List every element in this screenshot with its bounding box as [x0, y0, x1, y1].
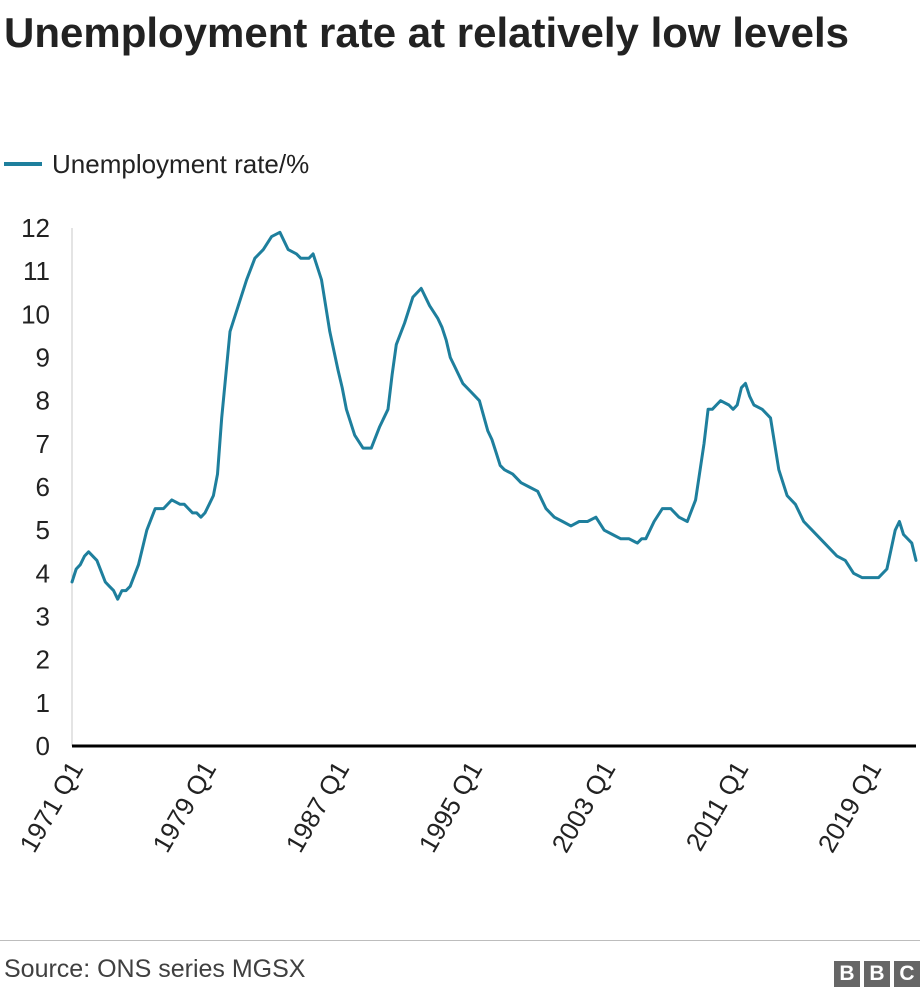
logo-letter-b1: B [834, 961, 860, 987]
y-tick-label: 12 [21, 213, 50, 243]
y-tick-label: 2 [36, 645, 50, 675]
y-tick-label: 7 [36, 429, 50, 459]
legend-label: Unemployment rate/% [52, 148, 310, 179]
x-tick-label: 1971 Q1 [13, 756, 89, 857]
legend-swatch [4, 162, 42, 166]
y-tick-label: 4 [36, 558, 50, 588]
y-tick-label: 8 [36, 386, 50, 416]
y-tick-label: 5 [36, 515, 50, 545]
x-tick-label: 2019 Q1 [812, 756, 888, 857]
chart-title: Unemployment rate at relatively low leve… [4, 9, 850, 56]
y-tick-label: 0 [36, 731, 50, 761]
source-note: Source: ONS series MGSX [4, 955, 306, 983]
y-tick-label: 10 [21, 299, 50, 329]
footer-divider [0, 940, 920, 941]
legend: Unemployment rate/% [4, 146, 309, 182]
x-tick-label: 1979 Q1 [146, 756, 222, 857]
y-tick-label: 6 [36, 472, 50, 502]
logo-letter-b2: B [864, 961, 890, 987]
bbc-logo: B B C [834, 961, 920, 987]
y-tick-label: 3 [36, 602, 50, 632]
logo-letter-c: C [894, 961, 920, 987]
y-tick-label: 11 [23, 256, 50, 286]
series-line-unemployment-rate [70, 230, 918, 601]
x-tick-label: 2003 Q1 [546, 756, 622, 857]
y-tick-label: 9 [36, 343, 50, 373]
x-tick-label: 1987 Q1 [279, 756, 355, 857]
x-tick-label: 2011 Q1 [680, 756, 755, 856]
y-tick-label: 1 [36, 688, 50, 718]
x-tick-label: 1995 Q1 [412, 756, 488, 857]
